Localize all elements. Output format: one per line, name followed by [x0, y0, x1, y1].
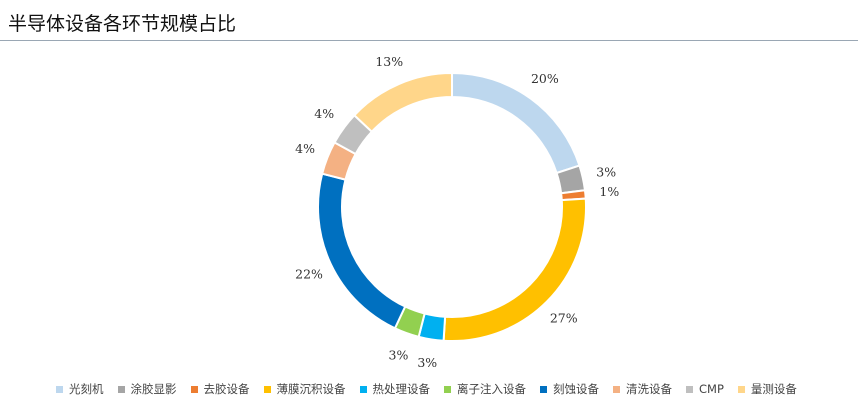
legend-label: 薄膜沉积设备	[276, 382, 346, 396]
legend-swatch	[117, 385, 125, 393]
data-label-1: 20%	[531, 71, 559, 86]
data-label-2: 3%	[596, 165, 616, 180]
donut-slices	[317, 71, 587, 342]
data-label-4: 27%	[550, 311, 578, 326]
data-label-10: 13%	[375, 54, 403, 69]
legend-item-2: 涂胶显影	[117, 381, 177, 397]
legend-item-6: 离子注入设备	[444, 381, 526, 397]
legend-label: 离子注入设备	[457, 382, 526, 396]
page-title: 半导体设备各环节规模占比	[8, 13, 237, 35]
legend-item-1: 光刻机	[56, 381, 104, 397]
slice-1	[451, 71, 581, 175]
legend-label: 涂胶显影	[130, 382, 177, 396]
data-label-9: 4%	[314, 106, 334, 121]
legend-label: 光刻机	[69, 382, 104, 396]
legend-item-4: 薄膜沉积设备	[263, 381, 346, 397]
legend-swatch	[540, 385, 547, 393]
data-label-6: 3%	[389, 348, 409, 363]
legend-label: 热处理设备	[372, 382, 431, 396]
legend-label: 清洗设备	[626, 382, 672, 396]
legend-label: 刻蚀设备	[553, 382, 599, 396]
legend-label: CMP	[699, 382, 724, 396]
slice-7	[317, 172, 407, 330]
legend-swatch	[613, 385, 620, 393]
data-label-5: 3%	[417, 355, 437, 370]
legend-item-5: 热处理设备	[359, 381, 431, 397]
legend-item-10: 量测设备	[737, 381, 797, 397]
legend-label: 量测设备	[750, 382, 797, 396]
legend-item-9: CMP	[686, 382, 724, 396]
data-label-8: 4%	[295, 141, 315, 156]
donut-chart: 20% 3% 1% 27% 3% 3% 22% 4% 4% 13%	[295, 54, 619, 370]
legend-item-8: 清洗设备	[613, 381, 672, 397]
data-labels: 20% 3% 1% 27% 3% 3% 22% 4% 4% 13%	[295, 54, 619, 370]
legend-swatch	[190, 385, 198, 393]
legend-swatch	[263, 385, 271, 393]
data-label-7: 22%	[295, 266, 323, 281]
slice-10	[352, 71, 453, 134]
title-divider	[0, 40, 858, 41]
data-label-3: 1%	[599, 184, 619, 199]
legend-swatch	[359, 385, 367, 393]
legend-item-3: 去胶设备	[190, 381, 250, 397]
legend-item-7: 刻蚀设备	[540, 381, 599, 397]
legend-swatch	[56, 385, 63, 393]
legend-label: 去胶设备	[203, 382, 250, 396]
legend-swatch	[686, 385, 693, 393]
legend-swatch	[737, 385, 745, 393]
chart-legend: 光刻机 涂胶显影 去胶设备 薄膜沉积设备 热处理设备 离子注入设备 刻蚀设备 清洗设备 CMP 量…	[56, 380, 846, 398]
legend-swatch	[444, 385, 451, 393]
